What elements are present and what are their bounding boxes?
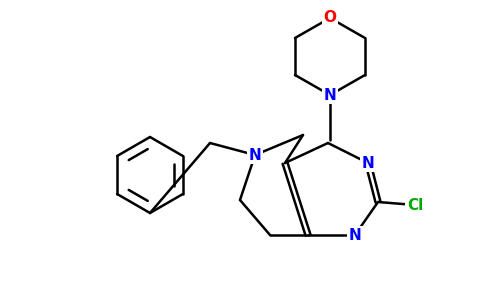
Text: N: N (362, 155, 375, 170)
Text: Cl: Cl (407, 197, 423, 212)
Text: N: N (249, 148, 261, 163)
Text: N: N (348, 227, 362, 242)
Text: N: N (324, 88, 336, 103)
Text: O: O (323, 11, 336, 26)
